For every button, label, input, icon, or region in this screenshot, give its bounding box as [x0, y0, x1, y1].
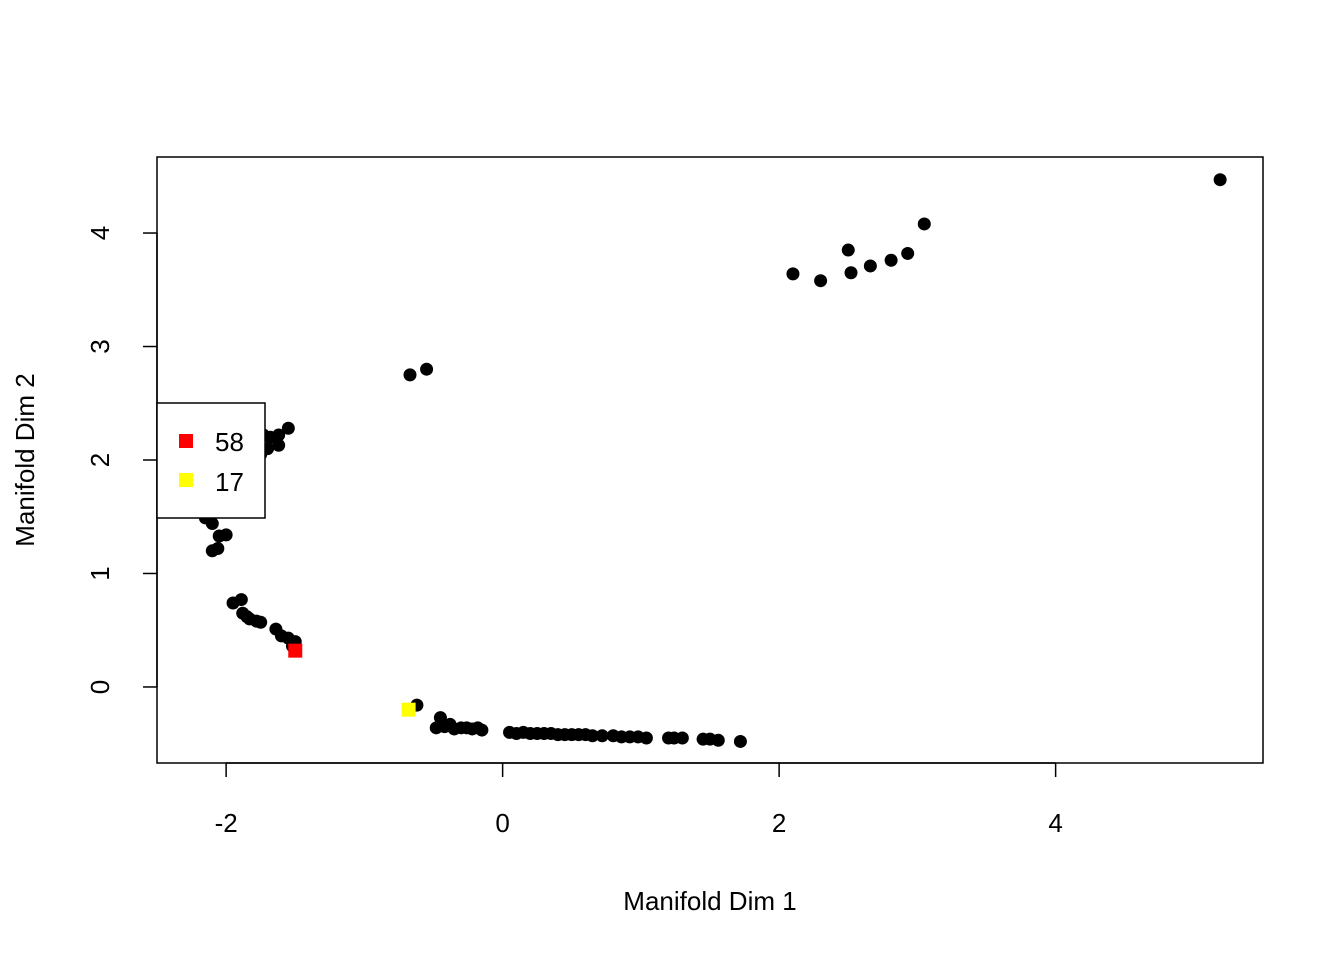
y-tick-label: 3: [85, 339, 115, 353]
data-point: [841, 243, 855, 257]
x-tick-label: 4: [1048, 808, 1062, 838]
highlight-point-17: [401, 702, 416, 717]
data-point: [211, 542, 225, 556]
data-point: [675, 731, 689, 745]
data-point: [844, 266, 858, 280]
y-tick-label: 4: [85, 226, 115, 240]
data-points: [198, 173, 1227, 748]
data-point: [585, 729, 599, 743]
legend-swatch-58: [179, 434, 193, 448]
data-point: [1213, 173, 1227, 187]
data-point: [786, 267, 800, 281]
data-point: [711, 733, 725, 747]
x-tick-label: 0: [495, 808, 509, 838]
data-point: [234, 593, 248, 607]
data-point: [272, 438, 286, 452]
legend: 58 17: [156, 402, 266, 519]
data-point: [420, 362, 434, 376]
data-point: [733, 734, 747, 748]
legend-label-58: 58: [215, 427, 244, 457]
x-axis-label: Manifold Dim 1: [623, 886, 796, 916]
legend-box: [156, 402, 266, 519]
data-point: [219, 528, 233, 542]
data-point: [403, 368, 417, 382]
x-tick-label: -2: [215, 808, 238, 838]
data-point: [639, 731, 653, 745]
y-tick-label: 0: [85, 680, 115, 694]
data-point: [595, 729, 609, 743]
legend-swatch-17: [179, 473, 193, 487]
data-point: [814, 274, 828, 288]
highlight-point-58: [288, 643, 303, 658]
x-tick-label: 2: [772, 808, 786, 838]
y-tick-label: 1: [85, 566, 115, 580]
data-point: [254, 615, 268, 629]
legend-label-17: 17: [215, 467, 244, 497]
data-point: [917, 217, 931, 231]
y-axis-label: Manifold Dim 2: [10, 373, 40, 546]
data-point: [281, 421, 295, 435]
data-point: [901, 246, 915, 260]
data-point: [884, 253, 898, 267]
y-tick-label: 2: [85, 453, 115, 467]
data-point: [863, 259, 877, 273]
data-point: [475, 723, 489, 737]
